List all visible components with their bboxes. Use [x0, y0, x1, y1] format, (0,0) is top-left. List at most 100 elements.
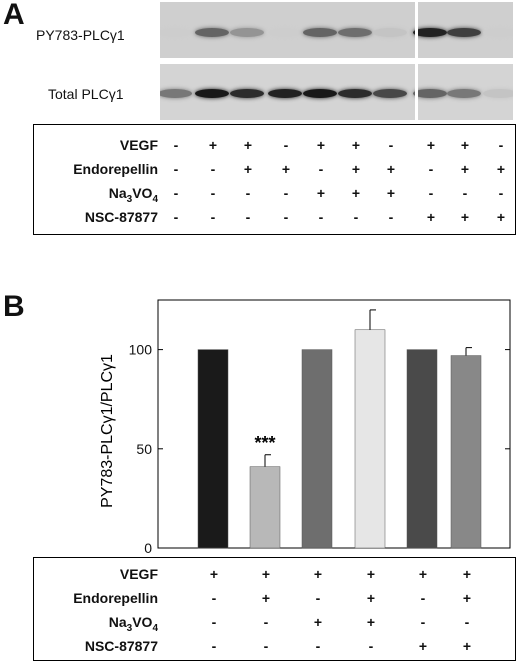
bar [450, 355, 482, 549]
table-b-sign: - [420, 614, 426, 630]
table-b-sign: + [261, 590, 271, 606]
phospho-band [160, 28, 192, 37]
bar [301, 349, 333, 549]
blot-divider [415, 0, 418, 122]
blot-label-total: Total PLCγ1 [48, 86, 124, 102]
table-a-sign: - [283, 209, 289, 225]
treatment-table-a: VEGF - + + - + + - + + - Endorepellin - - + + - + + - + + Na3V… [33, 124, 516, 235]
table-b-sign: + [366, 590, 376, 606]
y-tick-label: 50 [136, 441, 152, 457]
table-b-sign: + [418, 566, 428, 582]
table-a-sign: - [210, 161, 216, 177]
phospho-band [195, 28, 229, 37]
phospho-band [373, 28, 407, 37]
table-a-sign: + [460, 161, 470, 177]
table-b-sign: + [366, 614, 376, 630]
table-a-sign: + [351, 185, 361, 201]
table-a-sign: - [173, 137, 179, 153]
total-band [447, 89, 481, 98]
table-a-sign: - [498, 185, 504, 201]
table-a-sign: + [426, 137, 436, 153]
table-b-sign: + [418, 638, 428, 654]
table-a-sign: - [318, 209, 324, 225]
table-b-sign: + [462, 590, 472, 606]
phospho-band [230, 28, 264, 37]
table-a-sign: - [173, 185, 179, 201]
table-a-sign: + [386, 161, 396, 177]
bar [249, 466, 281, 549]
table-b-sign: - [211, 614, 217, 630]
table-b-sign: + [462, 638, 472, 654]
bar [354, 329, 386, 549]
table-a-row-label: Na3VO4 [108, 185, 158, 205]
table-a-sign: - [283, 137, 289, 153]
table-a-sign: + [496, 161, 506, 177]
blot-phospho [160, 2, 513, 58]
table-a-sign: - [388, 209, 394, 225]
table-b-sign: + [261, 566, 271, 582]
table-a-sign: + [426, 209, 436, 225]
table-a-row-label: NSC-87877 [84, 209, 158, 225]
y-tick-label: 0 [144, 540, 152, 556]
phospho-band [483, 28, 513, 37]
total-band [483, 89, 513, 98]
total-band [338, 89, 372, 98]
y-axis-label: PY783-PLCγ1/PLCγ1 [99, 354, 116, 508]
table-b-sign: - [315, 638, 321, 654]
phospho-band [303, 28, 337, 37]
table-b-row-label: Na3VO4 [108, 614, 158, 634]
plot-frame [157, 299, 511, 549]
table-b-sign: - [211, 590, 217, 606]
y-tick-label: 100 [129, 342, 153, 358]
blot-total [160, 64, 513, 120]
phospho-band [413, 28, 447, 37]
panel-b-letter: B [3, 290, 25, 323]
table-a-sign: - [173, 209, 179, 225]
table-a-sign: - [428, 185, 434, 201]
table-b-sign: - [464, 614, 470, 630]
table-a-sign: - [498, 137, 504, 153]
phospho-band [338, 28, 372, 37]
table-a-sign: + [208, 137, 218, 153]
table-b-sign: + [209, 566, 219, 582]
table-a-sign: - [318, 161, 324, 177]
table-a-sign: + [386, 185, 396, 201]
table-a-sign: - [428, 161, 434, 177]
table-b-sign: + [462, 566, 472, 582]
table-a-sign: + [496, 209, 506, 225]
table-b-sign: - [420, 590, 426, 606]
total-band [268, 89, 302, 98]
table-a-sign: - [245, 185, 251, 201]
total-band [303, 89, 337, 98]
table-a-row-label: VEGF [119, 137, 158, 153]
total-band [413, 89, 447, 98]
table-a-sign: + [351, 137, 361, 153]
table-a-sign: - [245, 209, 251, 225]
table-b-sign: + [313, 566, 323, 582]
total-band [230, 89, 264, 98]
phospho-band [268, 28, 302, 37]
table-a-sign: - [173, 161, 179, 177]
table-a-sign: + [281, 161, 291, 177]
table-a-sign: - [210, 185, 216, 201]
blot-label-phospho: PY783-PLCγ1 [36, 27, 125, 43]
total-band [160, 89, 192, 98]
table-b-sign: - [263, 614, 269, 630]
table-a-sign: + [243, 161, 253, 177]
table-a-sign: + [316, 137, 326, 153]
bar [406, 349, 438, 549]
phospho-band [447, 28, 481, 37]
total-band [195, 89, 229, 98]
table-a-sign: + [351, 161, 361, 177]
table-a-sign: + [243, 137, 253, 153]
table-a-sign: + [460, 137, 470, 153]
table-b-sign: - [368, 638, 374, 654]
table-b-row-label: VEGF [119, 566, 158, 582]
table-a-row-label: Endorepellin [73, 161, 158, 177]
table-a-sign: + [460, 209, 470, 225]
table-b-sign: + [313, 614, 323, 630]
total-band [373, 89, 407, 98]
table-b-sign: - [263, 638, 269, 654]
table-a-sign: + [316, 185, 326, 201]
table-a-sign: - [353, 209, 359, 225]
